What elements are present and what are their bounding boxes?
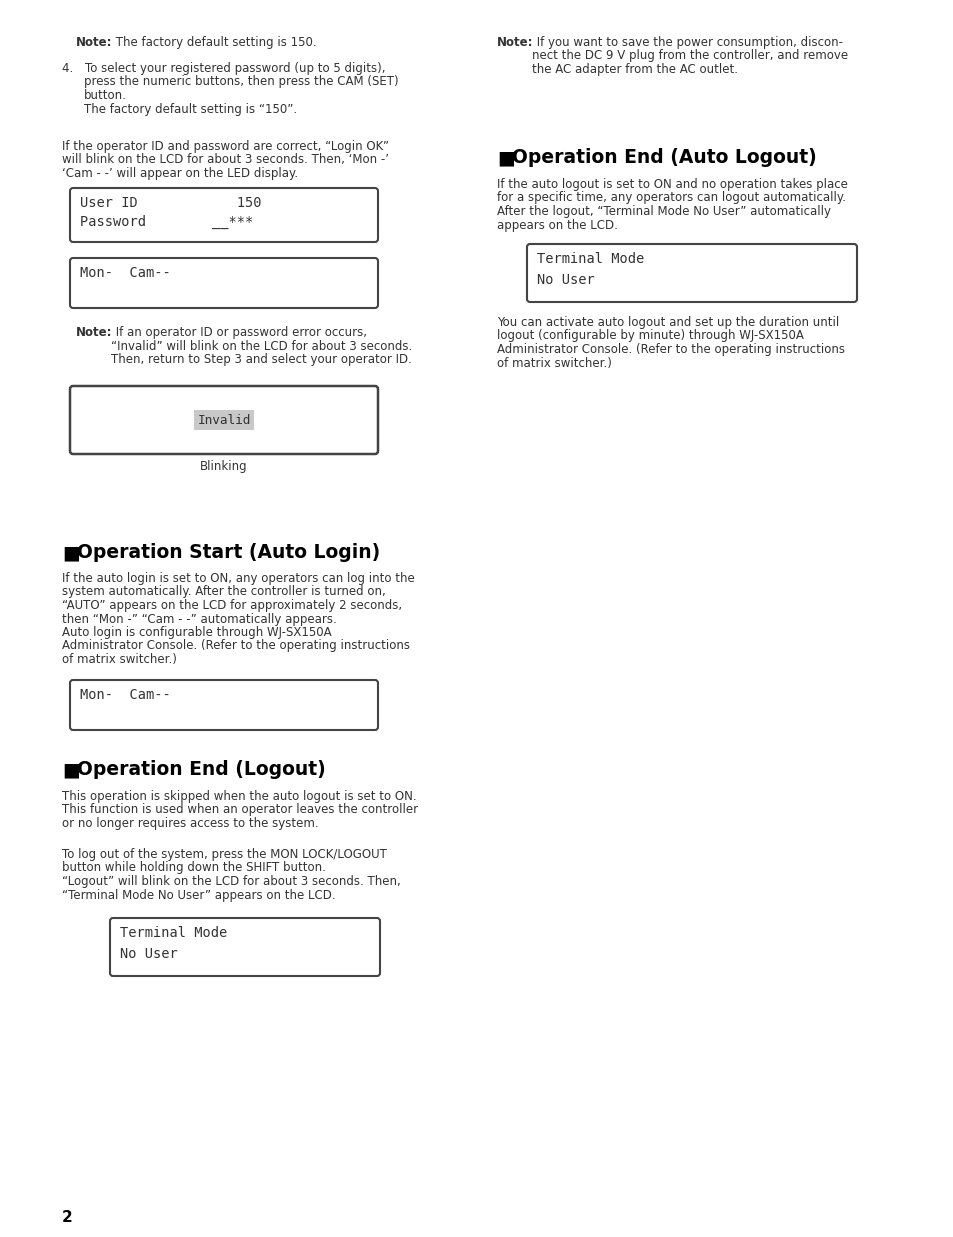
Text: system automatically. After the controller is turned on,: system automatically. After the controll…	[62, 585, 385, 599]
Text: The factory default setting is 150.: The factory default setting is 150.	[112, 36, 316, 49]
Text: then “Mon -” “Cam - -” automatically appears.: then “Mon -” “Cam - -” automatically app…	[62, 612, 336, 626]
Text: If the auto login is set to ON, any operators can log into the: If the auto login is set to ON, any oper…	[62, 571, 415, 585]
Text: Operation End (Auto Logout): Operation End (Auto Logout)	[512, 148, 817, 167]
Text: Administrator Console. (Refer to the operating instructions: Administrator Console. (Refer to the ope…	[62, 640, 410, 652]
Text: If the operator ID and password are correct, “Login OK”: If the operator ID and password are corr…	[62, 140, 389, 153]
Text: Note:: Note:	[76, 36, 112, 49]
Text: logout (configurable by minute) through WJ-SX150A: logout (configurable by minute) through …	[497, 329, 803, 343]
Text: To log out of the system, press the MON LOCK/LOGOUT: To log out of the system, press the MON …	[62, 849, 387, 861]
Text: Terminal Mode: Terminal Mode	[120, 927, 227, 940]
Text: appears on the LCD.: appears on the LCD.	[497, 219, 618, 231]
Text: press the numeric buttons, then press the CAM (SET): press the numeric buttons, then press th…	[84, 75, 398, 89]
FancyBboxPatch shape	[70, 188, 377, 242]
Text: button while holding down the SHIFT button.: button while holding down the SHIFT butt…	[62, 861, 326, 875]
FancyBboxPatch shape	[70, 386, 377, 454]
FancyBboxPatch shape	[70, 680, 377, 730]
Text: The factory default setting is “150”.: The factory default setting is “150”.	[84, 103, 296, 115]
Text: Auto login is configurable through WJ-SX150A: Auto login is configurable through WJ-SX…	[62, 626, 332, 640]
Text: You can activate auto logout and set up the duration until: You can activate auto logout and set up …	[497, 315, 839, 329]
Text: “AUTO” appears on the LCD for approximately 2 seconds,: “AUTO” appears on the LCD for approximat…	[62, 599, 402, 612]
Text: Blinking: Blinking	[200, 460, 248, 473]
Text: If the auto logout is set to ON and no operation takes place: If the auto logout is set to ON and no o…	[497, 178, 847, 190]
Text: “Logout” will blink on the LCD for about 3 seconds. Then,: “Logout” will blink on the LCD for about…	[62, 875, 400, 888]
Text: Then, return to Step 3 and select your operator ID.: Then, return to Step 3 and select your o…	[111, 353, 412, 366]
Text: “Invalid” will blink on the LCD for about 3 seconds.: “Invalid” will blink on the LCD for abou…	[111, 339, 412, 353]
Text: User ID            150: User ID 150	[80, 195, 261, 210]
Text: This operation is skipped when the auto logout is set to ON.: This operation is skipped when the auto …	[62, 790, 416, 803]
Text: nect the DC 9 V plug from the controller, and remove: nect the DC 9 V plug from the controller…	[532, 49, 847, 63]
Text: ■: ■	[62, 760, 80, 779]
Text: No User: No User	[537, 273, 594, 287]
Text: Note:: Note:	[497, 36, 533, 49]
Text: ■: ■	[497, 148, 515, 167]
FancyBboxPatch shape	[110, 918, 379, 976]
Text: will blink on the LCD for about 3 seconds. Then, ‘Mon -’: will blink on the LCD for about 3 second…	[62, 153, 389, 167]
Text: Terminal Mode: Terminal Mode	[537, 252, 643, 266]
Text: Mon-  Cam--: Mon- Cam--	[80, 688, 171, 703]
Text: Mon-  Cam--: Mon- Cam--	[80, 266, 171, 280]
Text: Operation End (Logout): Operation End (Logout)	[77, 760, 326, 779]
Text: or no longer requires access to the system.: or no longer requires access to the syst…	[62, 816, 318, 830]
Text: for a specific time, any operators can logout automatically.: for a specific time, any operators can l…	[497, 192, 845, 204]
Text: 2: 2	[62, 1210, 72, 1225]
Text: “Terminal Mode No User” appears on the LCD.: “Terminal Mode No User” appears on the L…	[62, 888, 335, 902]
Text: This function is used when an operator leaves the controller: This function is used when an operator l…	[62, 804, 417, 816]
Text: ‘Cam - -’ will appear on the LED display.: ‘Cam - -’ will appear on the LED display…	[62, 167, 297, 181]
Text: 4. To select your registered password (up to 5 digits),: 4. To select your registered password (u…	[62, 62, 385, 75]
Text: Note:: Note:	[76, 327, 112, 339]
Text: After the logout, “Terminal Mode No User” automatically: After the logout, “Terminal Mode No User…	[497, 205, 830, 218]
Text: of matrix switcher.): of matrix switcher.)	[62, 653, 176, 666]
Text: No User: No User	[120, 948, 177, 961]
Text: ■: ■	[62, 543, 80, 562]
Text: Invalid: Invalid	[197, 413, 251, 427]
Text: Password        __***: Password __***	[80, 215, 253, 229]
Text: Operation Start (Auto Login): Operation Start (Auto Login)	[77, 543, 380, 562]
Text: the AC adapter from the AC outlet.: the AC adapter from the AC outlet.	[532, 63, 738, 75]
Text: If an operator ID or password error occurs,: If an operator ID or password error occu…	[112, 327, 367, 339]
Text: Administrator Console. (Refer to the operating instructions: Administrator Console. (Refer to the ope…	[497, 343, 844, 356]
FancyBboxPatch shape	[526, 244, 856, 302]
FancyBboxPatch shape	[70, 259, 377, 308]
Text: of matrix switcher.): of matrix switcher.)	[497, 356, 611, 370]
Text: If you want to save the power consumption, discon-: If you want to save the power consumptio…	[533, 36, 842, 49]
Text: button.: button.	[84, 89, 127, 101]
